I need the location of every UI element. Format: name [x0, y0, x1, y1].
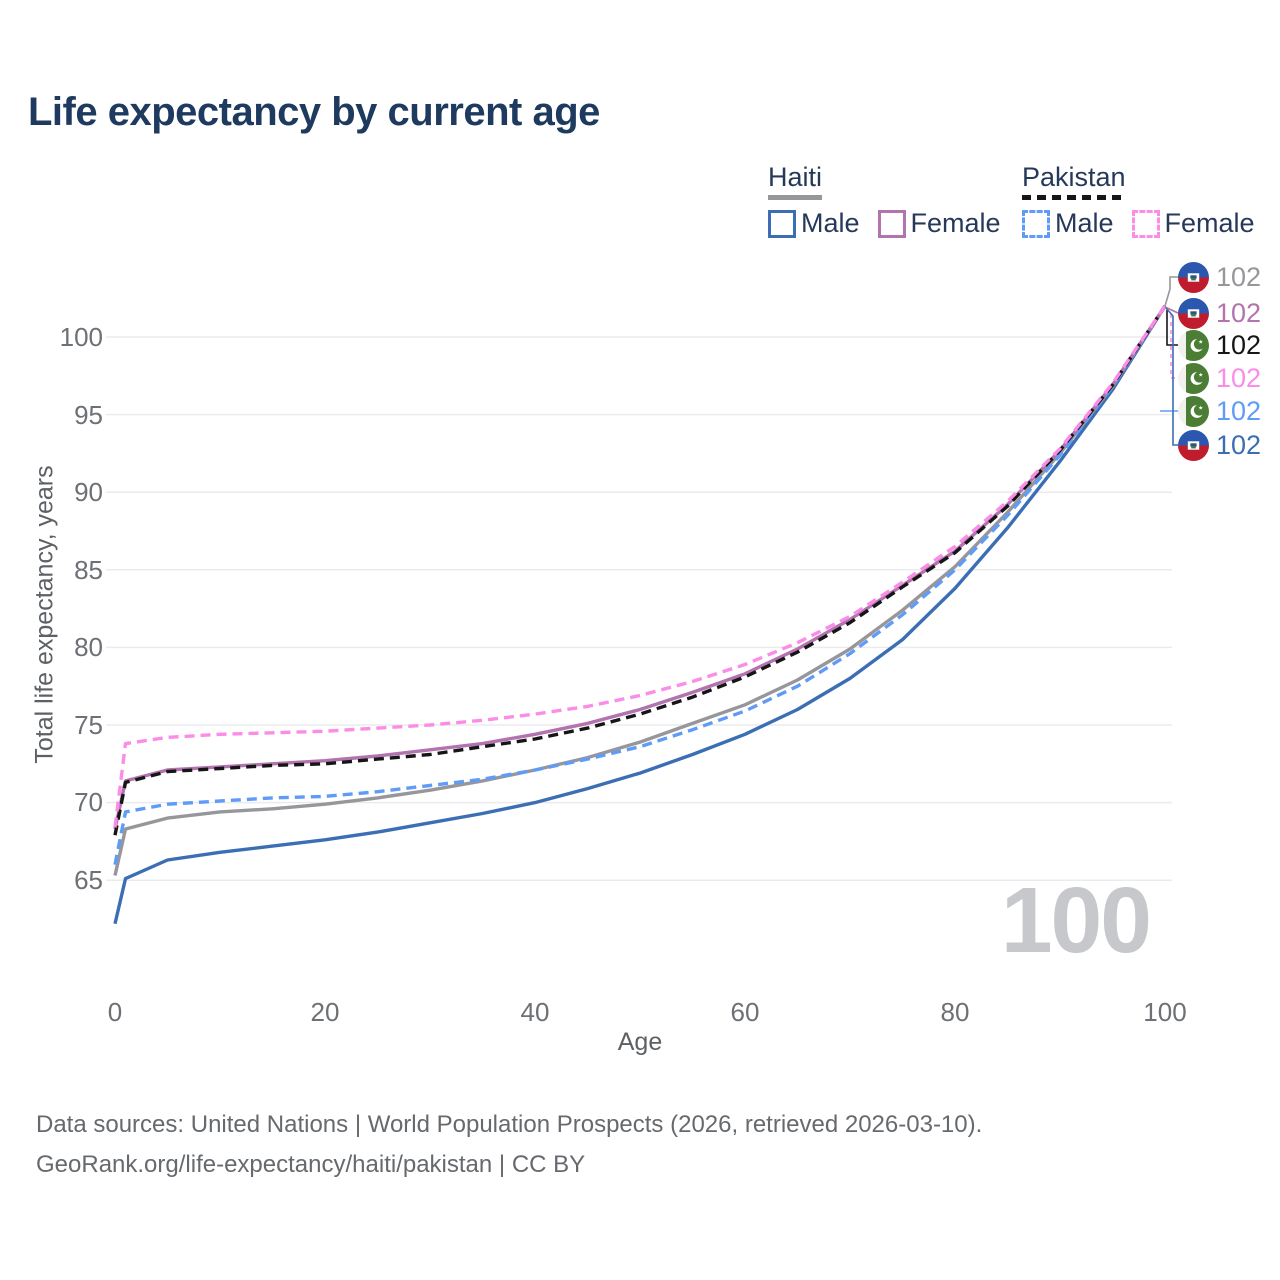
legend-haiti-male-label: Male — [801, 208, 860, 238]
end-value-haiti-male: 102 — [1216, 430, 1262, 460]
y-tick-65: 65 — [74, 865, 103, 895]
series-line-haiti_male[interactable] — [113, 305, 1167, 925]
legend-item-pakistan-male[interactable]: Male — [1022, 208, 1114, 239]
end-label-connectors — [1160, 276, 1179, 446]
end-label-pakistan-female: 102 — [1178, 363, 1261, 394]
y-tick-95: 95 — [74, 400, 103, 430]
legend-item-haiti-female[interactable]: Female — [877, 208, 1001, 239]
legend-item-pakistan-female[interactable]: Female — [1131, 208, 1255, 239]
x-tick-100: 100 — [1143, 997, 1187, 1027]
legend-haiti-female-label: Female — [910, 208, 1001, 238]
legend-pakistan-line-swatch — [1022, 195, 1126, 200]
legend-pakistan-female-label: Female — [1164, 208, 1255, 238]
end-value-pakistan-all: 102 — [1216, 330, 1262, 360]
end-value-haiti-female: 102 — [1216, 298, 1262, 328]
haiti-flag-icon — [1178, 262, 1209, 293]
legend-country-pakistan-label: Pakistan — [1022, 162, 1126, 192]
x-axis-title: Age — [617, 1028, 663, 1056]
end-label-pakistan-male: 102 — [1178, 396, 1261, 427]
legend-group-pakistan: Pakistan Male Female — [1022, 162, 1255, 239]
pakistan-flag-icon — [1178, 396, 1209, 427]
x-tick-80: 80 — [940, 997, 970, 1027]
legend-country-haiti[interactable]: Haiti — [768, 162, 823, 200]
gridlines — [106, 336, 1172, 881]
page-title: Life expectancy by current age — [28, 90, 600, 134]
end-label-pakistan-all: 102 — [1178, 330, 1261, 361]
y-tick-90: 90 — [74, 477, 103, 507]
series-line-pakistan_female[interactable] — [113, 305, 1167, 828]
series-line-pakistan_all[interactable] — [113, 305, 1167, 836]
series-line-pakistan_male[interactable] — [113, 305, 1167, 866]
end-value-haiti-all: 102 — [1216, 262, 1262, 292]
x-tick-20: 20 — [310, 997, 340, 1027]
haiti-flag-icon — [1178, 298, 1209, 329]
y-tick-75: 75 — [74, 710, 103, 740]
pakistan-flag-icon — [1178, 363, 1209, 394]
data-source-line: Data sources: United Nations | World Pop… — [36, 1111, 983, 1138]
y-tick-85: 85 — [74, 555, 103, 585]
legend-group-haiti: Haiti Male Female — [768, 162, 1001, 239]
legend-item-haiti-male[interactable]: Male — [768, 208, 860, 239]
legend-pakistan-male-label: Male — [1055, 208, 1114, 238]
x-tick-60: 60 — [730, 997, 760, 1027]
y-tick-80: 80 — [74, 632, 103, 662]
series-line-haiti_all[interactable] — [113, 305, 1167, 876]
haiti-male-swatch-icon — [768, 209, 796, 238]
pakistan-female-swatch-icon — [1131, 209, 1160, 238]
x-tick-40: 40 — [520, 997, 550, 1027]
y-tick-100: 100 — [59, 322, 103, 352]
credit-link-line: GeoRank.org/life-expectancy/haiti/pakist… — [36, 1151, 586, 1178]
x-tick-0: 0 — [107, 997, 123, 1027]
legend-haiti-line-swatch — [768, 195, 823, 200]
haiti-flag-icon — [1178, 430, 1209, 461]
series-line-haiti_female[interactable] — [113, 305, 1167, 830]
end-label-haiti-male: 102 — [1178, 430, 1261, 461]
pakistan-male-swatch-icon — [1022, 209, 1050, 238]
haiti-female-swatch-icon — [877, 209, 906, 238]
end-value-pakistan-female: 102 — [1216, 363, 1262, 393]
legend-country-pakistan[interactable]: Pakistan — [1022, 162, 1126, 200]
legend-country-haiti-label: Haiti — [768, 162, 823, 192]
end-label-haiti-all: 102 — [1178, 262, 1261, 293]
y-axis-title: Total life expectancy, years — [30, 465, 59, 764]
end-value-pakistan-male: 102 — [1216, 396, 1262, 426]
pakistan-flag-icon — [1178, 330, 1209, 361]
y-tick-70: 70 — [74, 787, 103, 817]
end-label-haiti-female: 102 — [1178, 298, 1261, 329]
age-cursor-watermark: 100 — [1000, 868, 1152, 972]
